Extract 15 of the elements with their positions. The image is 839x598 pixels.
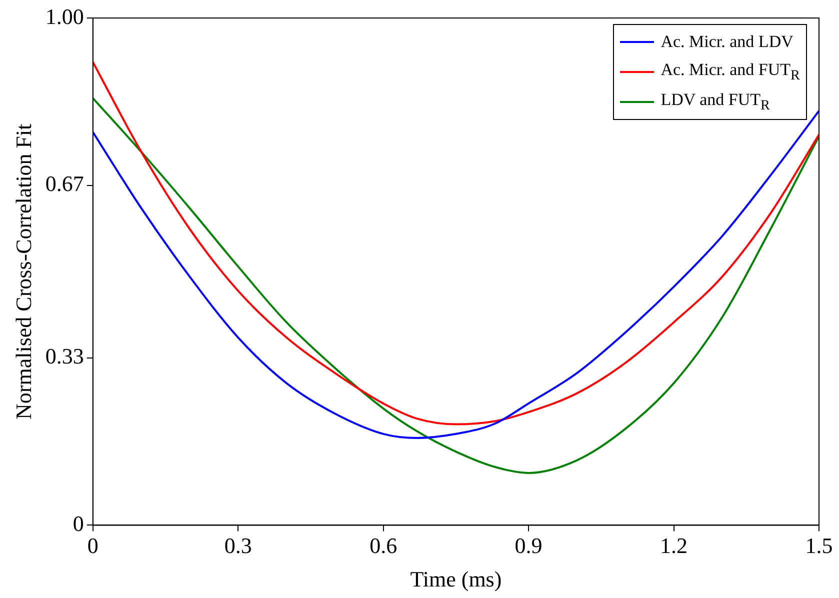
y-tick-label: 0.67: [45, 171, 84, 196]
x-tick-label: 0.3: [224, 533, 252, 558]
y-axis-title: Normalised Cross-Correlation Fit: [10, 124, 36, 420]
x-tick-label: 1.2: [660, 533, 688, 558]
y-tick-label: 0.33: [45, 344, 84, 369]
legend-label: Ac. Micr. and LDV: [660, 32, 794, 52]
line-series: [92, 61, 819, 426]
legend-label: Ac. Micr. and FUT$_{R}$: [660, 60, 800, 84]
x-tick-label: 0.6: [370, 533, 398, 558]
legend-label: LDV and FUT$_{R}$: [660, 90, 770, 114]
y-tick-label: 1.00: [45, 4, 84, 29]
y-tick-label: 0: [72, 510, 84, 536]
x-tick-label: 0.9: [514, 533, 542, 558]
x-axis-title: Time (ms): [410, 566, 502, 592]
x-tick-label: 1.5: [805, 533, 833, 558]
